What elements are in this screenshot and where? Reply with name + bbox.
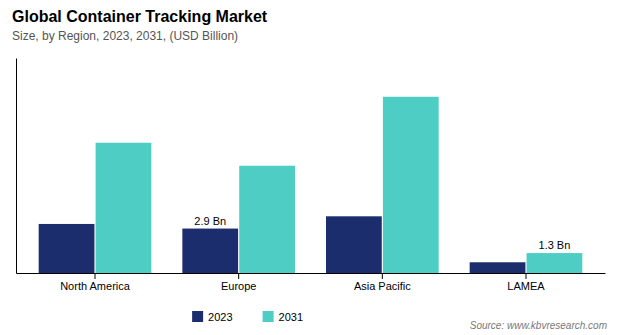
x-tick: North America — [60, 273, 131, 292]
title: Global Container Tracking Market — [12, 8, 268, 25]
x-axis: North America Europe Asia Pacific LAMEA — [17, 273, 606, 292]
x-tick-mark — [382, 273, 383, 279]
bar — [383, 97, 439, 273]
legend-item: 2031 — [263, 311, 303, 323]
bar — [527, 253, 583, 273]
x-tick: LAMEA — [507, 273, 545, 292]
x-tick-mark — [95, 273, 96, 279]
legend-swatch — [263, 311, 274, 322]
x-tick: Asia Pacific — [354, 273, 411, 292]
legend-item: 2023 — [192, 311, 232, 323]
source: Source: www.kbvresearch.com — [470, 320, 607, 331]
annotations: 2.9 Bn 1.3 Bn — [194, 215, 570, 252]
y-axis-line — [16, 59, 17, 274]
y-axis — [16, 59, 17, 274]
bar — [39, 224, 95, 273]
legend-swatch — [192, 311, 203, 322]
x-axis-line — [17, 273, 606, 274]
x-tick-mark — [238, 273, 239, 279]
x-tick-label: LAMEA — [507, 280, 545, 292]
legend-label: 2023 — [208, 311, 232, 323]
chart: Global Container Tracking Market Size, by… — [0, 0, 619, 335]
bar — [182, 229, 238, 273]
bar — [239, 166, 295, 273]
bar — [470, 262, 526, 273]
legend-label: 2031 — [279, 311, 303, 323]
legend: 2023 2031 — [192, 311, 303, 323]
subtitle: Size, by Region, 2023, 2031, (USD Billio… — [12, 29, 238, 43]
annotation: 1.3 Bn — [539, 239, 571, 251]
x-tick-mark — [525, 273, 526, 279]
plot: North America Europe Asia Pacific LAMEA 2.9 … — [17, 59, 606, 292]
bar — [326, 216, 382, 273]
x-tick-label: Asia Pacific — [354, 280, 411, 292]
bar — [96, 143, 152, 273]
bars — [39, 97, 583, 273]
x-tick-label: Europe — [221, 280, 256, 292]
x-tick-label: North America — [60, 280, 131, 292]
x-tick: Europe — [221, 273, 256, 292]
annotation: 2.9 Bn — [194, 215, 226, 227]
